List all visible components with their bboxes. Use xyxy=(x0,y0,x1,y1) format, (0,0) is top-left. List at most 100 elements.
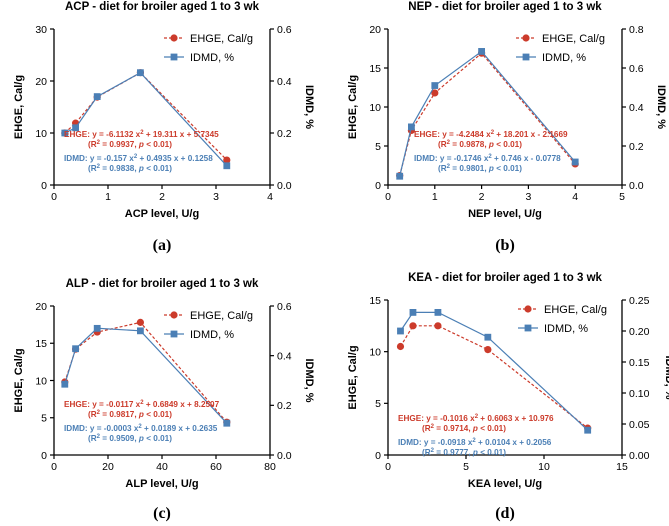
panel-letter: (c) xyxy=(153,505,171,522)
idmd-data-point xyxy=(409,309,417,316)
legend-square-marker xyxy=(524,324,532,332)
idmd-data-point xyxy=(93,93,101,100)
y2-tick-label: 0.0 xyxy=(277,450,292,462)
idmd-data-point xyxy=(223,419,231,427)
y2-tick-label: 0.10 xyxy=(629,388,650,400)
idmd-data-point xyxy=(61,129,69,137)
equation-stats: (R2 = 0.9777, p < 0.01) xyxy=(422,448,506,457)
y2-tick-label: 0.25 xyxy=(629,295,650,307)
y2-axis-title: IDMD, % xyxy=(663,356,669,400)
chart-title: NEP - diet for broiler aged 1 to 3 wk xyxy=(408,1,602,13)
idmd-data-point xyxy=(584,426,592,434)
equation-line: EHGE: y = -0.1016 x2 + 0.6063 x + 10.976 xyxy=(398,414,554,423)
x-axis-title: KEA level, U/g xyxy=(468,478,542,490)
equation-stats: (R2 = 0.9878, p < 0.01) xyxy=(438,140,522,149)
legend-circle-marker xyxy=(170,34,178,42)
y2-tick-label: 0.2 xyxy=(277,128,292,140)
legend-square-marker xyxy=(522,53,530,61)
idmd-data-point xyxy=(484,333,492,341)
equation-line: IDMD: y = -0.1746 x2 + 0.746 x - 0.0778 xyxy=(414,154,561,163)
x-axis-title: ACP level, U/g xyxy=(125,208,199,220)
y2-tick-label: 0.2 xyxy=(277,400,292,412)
chart-panel-d: KEA - diet for broiler aged 1 to 3 wk 0 5 1… xyxy=(347,272,669,522)
chart-title: ACP - diet for broiler aged 1 to 3 wk xyxy=(65,1,260,13)
chart-panel-a: ACP - diet for broiler aged 1 to 3 wk 0 1 2… xyxy=(13,1,315,254)
ehge-data-point xyxy=(409,322,417,330)
idmd-data-point xyxy=(72,124,79,132)
legend-label: EHGE, Cal/g xyxy=(544,304,607,316)
x-tick-label: 15 xyxy=(616,461,628,473)
equation-stats: (R2 = 0.9801, p < 0.01) xyxy=(438,164,522,173)
y-tick-label: 5 xyxy=(41,413,47,425)
idmd-series-line xyxy=(64,71,228,167)
y-axis-title: EHGE, Cal/g xyxy=(13,75,25,139)
x-tick-label: 0 xyxy=(51,461,57,473)
y-tick-label: 20 xyxy=(369,24,381,36)
x-tick-label: 1 xyxy=(105,191,111,203)
idmd-data-point xyxy=(434,309,442,316)
y-tick-label: 20 xyxy=(35,301,47,313)
y-tick-label: 0 xyxy=(41,180,47,192)
idmd-data-point xyxy=(137,327,144,335)
x-tick-label: 2 xyxy=(479,191,485,203)
legend-label: IDMD, % xyxy=(544,323,588,335)
ehge-data-point xyxy=(484,346,492,354)
idmd-data-point xyxy=(408,123,415,131)
legend-circle-marker xyxy=(522,34,530,42)
y2-tick-label: 0.2 xyxy=(629,141,644,153)
x-tick-label: 0 xyxy=(51,191,57,203)
x-axis-title: NEP level, U/g xyxy=(468,208,542,220)
idmd-data-point xyxy=(72,345,79,353)
y-tick-label: 30 xyxy=(35,24,47,36)
y-tick-label: 15 xyxy=(35,338,47,350)
ehge-data-point xyxy=(396,342,405,351)
x-tick-label: 4 xyxy=(267,191,273,203)
y-tick-label: 10 xyxy=(369,346,381,358)
y-tick-label: 0 xyxy=(375,180,381,192)
idmd-data-point xyxy=(137,69,144,77)
y2-tick-label: 0.4 xyxy=(277,350,292,362)
idmd-data-point xyxy=(478,48,485,55)
chart-title: KEA - diet for broiler aged 1 to 3 wk xyxy=(408,272,602,284)
x-tick-label: 4 xyxy=(572,191,578,203)
equation-line: EHGE: y = -0.0117 x2 + 0.6849 x + 8.2507 xyxy=(64,400,220,409)
x-tick-label: 5 xyxy=(463,461,469,473)
chart-panel-b: NEP - diet for broiler aged 1 to 3 wk 0 1 2… xyxy=(347,1,667,254)
y2-tick-label: 0.0 xyxy=(277,180,292,192)
y-tick-label: 20 xyxy=(35,76,47,88)
equation-line: IDMD: y = -0.0003 x2 + 0.0189 x + 0.2635 xyxy=(64,424,218,433)
equation-line: EHGE: y = -4.2484 x2 + 18.201 x - 2.1669 xyxy=(414,130,568,139)
equation-line: IDMD: y = -0.157 x2 + 0.4935 x + 0.1258 xyxy=(64,154,213,163)
x-tick-label: 2 xyxy=(159,191,165,203)
panel-letter: (b) xyxy=(495,237,515,254)
idmd-data-point xyxy=(61,380,69,388)
x-tick-label: 10 xyxy=(538,461,550,473)
legend-square-marker xyxy=(170,330,178,338)
y-tick-label: 0 xyxy=(375,450,381,462)
x-axis-title: ALP level, U/g xyxy=(125,478,198,490)
y2-tick-label: 0.20 xyxy=(629,326,650,338)
ehge-series-line xyxy=(399,325,589,429)
chart-panel-c: ALP - diet for broiler aged 1 to 3 wk 0 20… xyxy=(13,278,315,522)
y2-tick-label: 0.6 xyxy=(629,63,644,75)
y2-tick-label: 0.6 xyxy=(277,24,292,36)
x-tick-label: 0 xyxy=(385,461,391,473)
legend-circle-marker xyxy=(524,305,532,313)
y2-axis-title: IDMD, % xyxy=(303,85,315,129)
x-tick-label: 3 xyxy=(213,191,219,203)
y-axis-title: EHGE, Cal/g xyxy=(347,345,359,409)
legend-square-marker xyxy=(170,53,178,61)
equation-stats: (R2 = 0.9838, p < 0.01) xyxy=(88,164,172,173)
idmd-data-point xyxy=(571,158,579,166)
equation-stats: (R2 = 0.9509, p < 0.01) xyxy=(88,434,172,443)
y2-tick-label: 0.6 xyxy=(277,301,292,313)
x-tick-label: 60 xyxy=(210,461,222,473)
chart-title: ALP - diet for broiler aged 1 to 3 wk xyxy=(66,278,259,290)
legend-label: IDMD, % xyxy=(190,52,234,64)
y-axis-title: EHGE, Cal/g xyxy=(347,75,359,139)
y2-tick-label: 0.15 xyxy=(629,357,650,369)
y-tick-label: 5 xyxy=(375,141,381,153)
x-tick-label: 20 xyxy=(102,461,114,473)
y-tick-label: 15 xyxy=(369,63,381,75)
legend-label: EHGE, Cal/g xyxy=(190,310,253,322)
